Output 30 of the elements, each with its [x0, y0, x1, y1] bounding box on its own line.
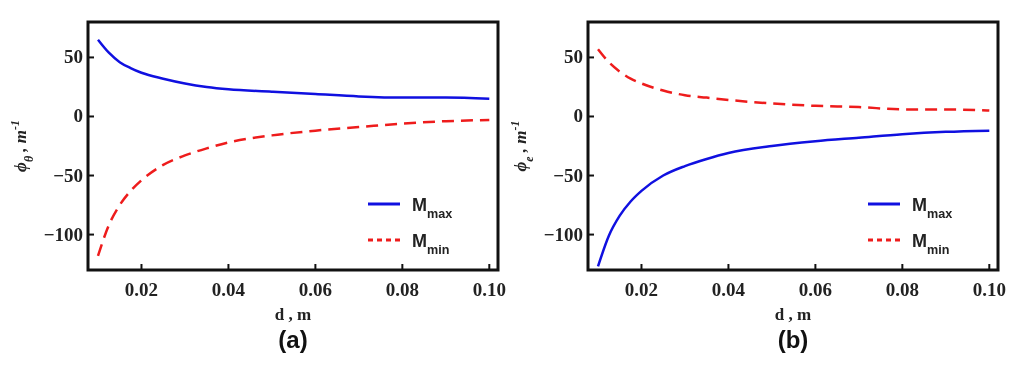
x-tick-label: 0.02 [624, 279, 659, 300]
x-axis-title: d , m [774, 305, 812, 324]
x-tick-label: 0.08 [885, 279, 919, 300]
x-tick-label: 0.08 [385, 279, 419, 300]
legend-label: M$_{min}$ [412, 231, 450, 257]
line-series [596, 129, 991, 268]
y-tick-label: 50 [564, 46, 583, 68]
x-tick-label: 0.04 [211, 279, 246, 300]
legend-label: M$_{max}$ [912, 195, 953, 221]
x-tick-label: 0.10 [472, 279, 506, 300]
x-tick-label: 0.02 [124, 279, 159, 300]
x-axis-title: d , m [274, 305, 312, 324]
y-tick-label: 50 [64, 46, 83, 68]
y-tick-label: −100 [43, 223, 83, 245]
y-tick-label: −100 [543, 223, 583, 245]
y-tick-label: 0 [573, 105, 583, 127]
legend-label: M$_{max}$ [412, 195, 453, 221]
x-tick-label: 0.06 [798, 279, 833, 300]
text: (b) [777, 326, 809, 353]
x-tick-label: 0.04 [711, 279, 746, 300]
line-series [96, 118, 491, 258]
line-series [596, 47, 991, 112]
text: (a) [278, 326, 308, 353]
legend-label: M$_{min}$ [912, 231, 950, 257]
y-tick-label: −50 [553, 164, 583, 186]
line-series [96, 38, 491, 101]
y-tick-label: −50 [53, 164, 83, 186]
x-tick-label: 0.10 [972, 279, 1006, 300]
x-tick-label: 0.06 [298, 279, 333, 300]
y-tick-label: 0 [73, 105, 83, 127]
